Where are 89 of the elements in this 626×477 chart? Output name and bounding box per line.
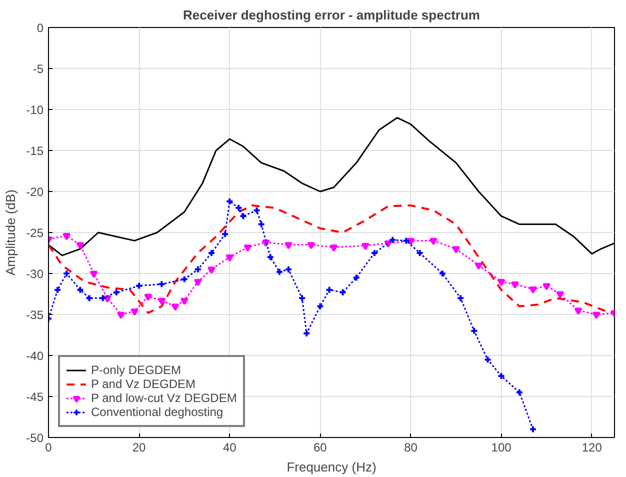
point	[76, 286, 84, 294]
legend-label: P and low-cut Vz DEGDEM	[91, 391, 237, 405]
point	[180, 298, 188, 306]
point	[402, 236, 410, 245]
y-tick-label: -30	[26, 267, 44, 281]
legend-label: P and Vz DEGDEM	[91, 377, 196, 391]
y-tick-label: -10	[26, 103, 44, 117]
point	[194, 265, 202, 274]
point	[528, 286, 537, 294]
y-tick-label: -25	[26, 226, 44, 240]
point	[85, 294, 94, 302]
y-tick-label: -20	[26, 185, 44, 199]
point	[275, 268, 284, 276]
point	[429, 238, 438, 246]
point	[370, 249, 379, 257]
point	[406, 238, 415, 246]
point	[284, 242, 292, 250]
point	[338, 288, 347, 296]
point	[130, 308, 139, 316]
x-tick-label: 40	[222, 440, 237, 454]
point	[452, 246, 460, 254]
x-axis-title: Frequency (Hz)	[286, 460, 376, 474]
point	[592, 312, 600, 319]
y-tick-label: -50	[26, 431, 44, 445]
point	[171, 304, 180, 311]
point	[221, 230, 230, 238]
point	[266, 253, 274, 262]
x-tick-label: 60	[314, 440, 328, 454]
x-tick-label: 20	[132, 440, 146, 454]
point	[510, 281, 519, 289]
point	[470, 326, 478, 335]
point	[284, 265, 292, 274]
point	[244, 244, 252, 252]
point	[556, 291, 564, 298]
legend-label: P-only DEGDEM	[91, 363, 182, 377]
point	[90, 270, 98, 278]
point	[515, 388, 524, 396]
point	[54, 286, 62, 294]
point	[542, 283, 551, 290]
point	[497, 278, 506, 286]
point	[239, 212, 248, 220]
point	[484, 356, 492, 364]
point	[302, 329, 311, 338]
y-tick-label: -5	[32, 62, 44, 76]
point	[194, 278, 202, 286]
line-series	[48, 204, 614, 316]
point	[438, 270, 446, 278]
point	[330, 244, 338, 252]
point	[144, 294, 152, 301]
legend-label: Conventional deghosting	[91, 405, 224, 419]
point	[574, 308, 582, 315]
point	[234, 204, 243, 212]
point	[62, 270, 71, 278]
point	[316, 302, 324, 310]
point	[352, 274, 360, 282]
y-tick-label: -40	[26, 349, 44, 363]
point	[226, 254, 234, 262]
y-tick-label: -15	[26, 144, 44, 158]
point	[497, 372, 506, 380]
point	[361, 242, 370, 250]
point	[226, 197, 234, 206]
point	[474, 262, 483, 270]
point	[325, 286, 334, 294]
point	[307, 242, 316, 250]
point	[388, 236, 397, 244]
y-tick-label: 0	[36, 21, 44, 35]
x-tick-label: 0	[45, 440, 52, 454]
point	[208, 266, 216, 274]
point	[416, 249, 424, 257]
point	[112, 288, 120, 296]
point	[116, 312, 125, 319]
point	[62, 233, 71, 240]
point	[180, 275, 188, 284]
x-tick-label: 120	[582, 440, 602, 454]
chart-title: Receiver deghosting error - amplitude spectrum	[183, 8, 480, 22]
y-tick-label: -35	[26, 308, 44, 322]
point	[158, 280, 166, 288]
x-tick-label: 100	[491, 440, 512, 454]
x-tick-label: 80	[404, 440, 418, 454]
y-tick-label: -45	[26, 390, 44, 404]
point	[76, 242, 84, 250]
point	[252, 206, 261, 214]
point	[298, 294, 306, 302]
point	[135, 282, 144, 290]
point	[158, 298, 166, 306]
point	[257, 220, 266, 228]
point	[98, 294, 107, 302]
y-axis-title: Amplitude (dB)	[3, 190, 18, 276]
point	[456, 294, 465, 302]
